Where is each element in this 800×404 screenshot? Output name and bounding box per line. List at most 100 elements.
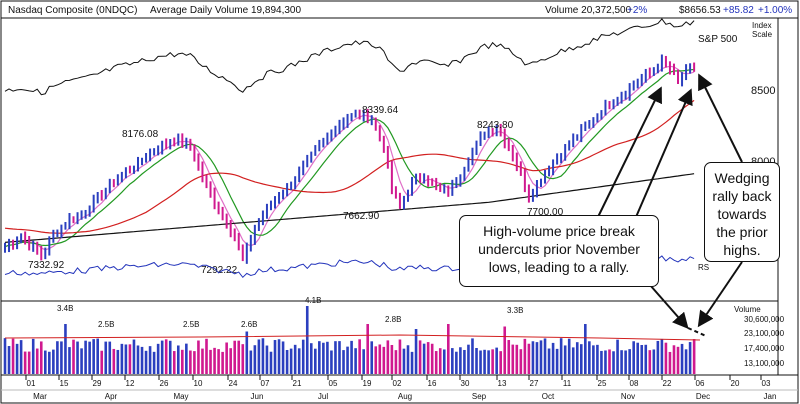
volume-bar [483,349,486,374]
volume-bar [11,338,15,374]
volume-bar [350,340,353,374]
volume-label: 2.8B [385,315,401,324]
volume-bar [652,349,656,374]
price-annotations: 7332.92 8176.08 7292.22 8339.64 7662.90 8243.… [28,105,564,276]
volume-bar [567,338,571,374]
volume-bar [342,350,345,374]
volume-bar [318,341,321,374]
volume-bar [487,350,490,374]
volume-bar [491,349,494,374]
volume-bar [390,344,394,374]
arrow-to-highs [698,73,743,163]
volume-bar [160,340,164,374]
x-tick-label: 05 [329,379,338,388]
volume-bar [507,340,511,374]
volume-bar [531,341,535,374]
volume-label: 3.3B [507,306,523,315]
volume-bar [27,351,31,374]
volume-bar [265,345,269,374]
volume-bar [354,348,357,374]
volume-bar [346,346,349,374]
volume-bar [152,351,156,374]
volume-bar [84,340,87,374]
volume-bar [35,348,39,374]
volume-bar [330,350,333,374]
volume-bar [370,341,374,374]
volume-bar [197,340,200,374]
volume-bar [273,340,277,374]
volume-bar [402,348,406,374]
volume-bar [205,338,208,374]
volume-bar [600,350,603,374]
change-pct-label: +1.00% [758,5,792,16]
volume-bar [7,346,11,374]
callout-arrows [597,73,743,337]
volume-bar [289,348,293,374]
x-tick-label: 13 [498,379,507,388]
volume-bar [229,348,232,374]
price-annotation: 7700.00 [527,207,564,218]
volume-bar [172,351,176,374]
volume-bar [688,342,692,374]
volume-bar [217,349,220,374]
volume-bar [237,340,241,374]
volume-bar [253,345,257,374]
volume-bar [620,350,623,374]
volume-bar [277,339,281,374]
volume-bar [515,344,519,374]
volume-bar [571,347,575,374]
price-bars [4,54,696,264]
price-annotation: 8243.80 [477,120,514,131]
volume-bar [60,341,63,374]
volume-bar [15,343,19,374]
arrow-to-break-1 [597,86,662,218]
volume-bar [132,339,136,374]
index-scale-label-2: Scale [752,30,773,39]
volume-bar [233,340,237,374]
volume-bar [604,350,607,374]
index-scale-label-1: Index [752,21,772,30]
volume-bar [555,348,559,374]
volume-bar [334,341,337,374]
volume-bar [684,349,688,374]
volume-bar [257,339,261,374]
volume-bar [128,344,132,374]
arrow-to-volume [697,261,743,328]
volume-bar [305,306,309,374]
volume-bar [467,344,470,374]
volume-bar [221,351,224,374]
volume-bar [471,338,474,374]
volume-bar [48,351,51,374]
x-tick-label: 19 [363,379,372,388]
volume-bar [672,345,676,374]
volume-bar [495,347,498,374]
ma-10-line [4,65,695,251]
volume-bar [358,339,361,374]
sp500-path [4,18,695,96]
volume-bar [612,351,615,374]
callout-price-break: High-volume price break undercuts prior … [459,215,659,287]
volume-labels: 3.4B 2.5B 2.5B 2.6B 4.1B 2.8B 3.3B [57,296,523,329]
volume-bar [181,349,184,374]
volume-bar [193,351,196,374]
x-month-label: Jan [764,392,777,401]
volume-bar [547,348,551,374]
volume-bar [426,342,430,374]
volume-bar [438,348,442,374]
volume-bar [680,343,684,374]
volume-bar [314,348,317,374]
volume-ma-line [4,334,701,341]
volume-label: Volume 20,372,500 [545,5,632,16]
volume-bar [523,338,527,374]
x-tick-label: 21 [293,379,302,388]
x-tick-label: 30 [461,379,470,388]
volume-bar [100,350,104,374]
x-month-label: Nov [621,392,635,401]
volume-bar [519,349,523,374]
x-tick-label: 12 [126,379,135,388]
volume-bar [44,350,47,374]
volume-bar [434,351,438,374]
price-annotation: 8339.64 [362,105,399,116]
volume-bar [144,350,148,374]
